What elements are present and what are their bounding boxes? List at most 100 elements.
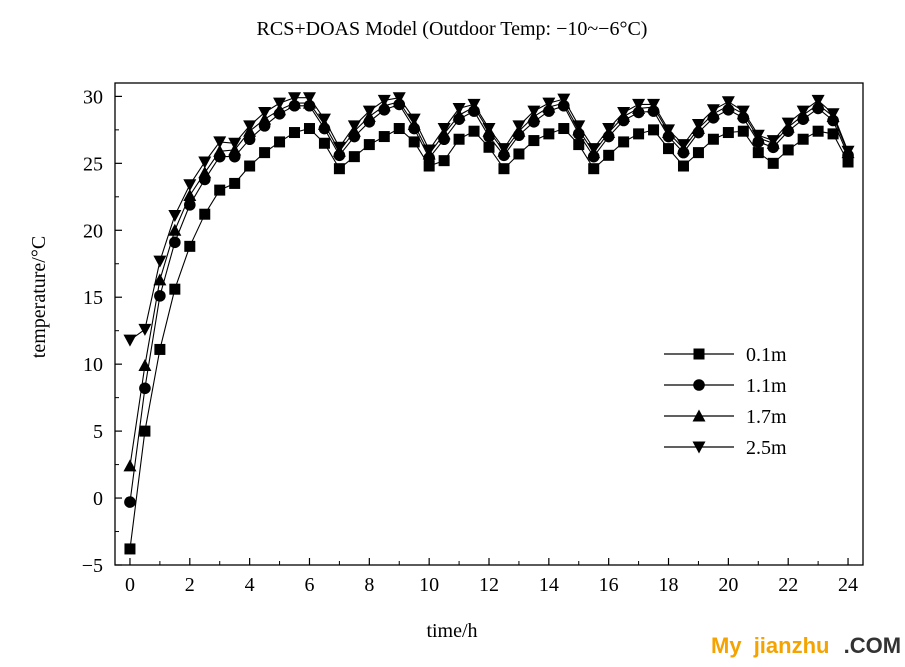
data-point: [691, 119, 705, 132]
data-point: [498, 163, 510, 175]
data-point: [467, 98, 481, 111]
series-layer: [123, 92, 855, 555]
data-point: [452, 102, 466, 115]
data-point: [648, 124, 660, 136]
x-tick-label: 24: [838, 574, 858, 596]
legend-item: 2.5m: [664, 437, 787, 459]
y-tick-label: 25: [83, 153, 103, 175]
series-line: [129, 103, 849, 503]
legend-marker: [692, 409, 706, 422]
data-point: [198, 166, 212, 179]
data-point: [169, 283, 181, 295]
data-point: [423, 160, 435, 172]
data-point: [841, 145, 855, 158]
data-point: [603, 149, 615, 161]
x-axis-label: time/h: [426, 620, 477, 642]
y-tick-label: 20: [83, 220, 103, 242]
data-point: [617, 106, 631, 119]
x-tick-label: 18: [659, 574, 679, 596]
data-point: [363, 139, 375, 151]
data-point: [721, 96, 735, 109]
data-point: [362, 105, 376, 118]
legend-label: 0.1m: [746, 344, 787, 366]
data-point: [588, 163, 600, 175]
data-point: [453, 133, 465, 145]
data-point: [796, 105, 810, 118]
watermark-my: My: [711, 633, 742, 658]
data-point: [677, 160, 689, 172]
x-tick-label: 4: [245, 574, 255, 596]
data-point: [842, 156, 854, 168]
plot-frame: [114, 82, 864, 566]
data-point: [274, 136, 286, 148]
data-point: [213, 136, 227, 149]
data-point: [543, 128, 555, 140]
data-point: [811, 94, 825, 107]
data-point: [183, 179, 197, 192]
data-point: [259, 147, 271, 159]
data-point: [797, 133, 809, 145]
data-point: [766, 135, 780, 148]
data-point: [198, 156, 212, 169]
y-tick-label: 30: [83, 86, 103, 108]
legend-marker: [693, 348, 705, 360]
data-point: [377, 94, 391, 107]
y-tick-label: 5: [93, 421, 103, 443]
data-point: [407, 113, 421, 126]
data-point: [168, 223, 182, 236]
data-point: [737, 125, 749, 137]
watermark: My jianzhu .COM: [711, 633, 901, 658]
x-tick-label: 12: [479, 574, 499, 596]
x-tick-label: 20: [718, 574, 738, 596]
data-point: [289, 127, 301, 139]
legend-item: 1.1m: [664, 375, 787, 397]
data-point: [573, 139, 585, 151]
data-point: [827, 128, 839, 140]
series-0-1m: [124, 123, 854, 555]
legend-marker: [692, 441, 706, 454]
data-point: [587, 143, 601, 156]
data-point: [124, 496, 136, 508]
data-point: [273, 97, 287, 110]
legend-item: 0.1m: [664, 344, 787, 366]
data-point: [512, 120, 526, 133]
data-point: [706, 104, 720, 117]
y-tick-label: −5: [82, 555, 103, 577]
data-point: [333, 163, 345, 175]
legend-label: 2.5m: [746, 437, 787, 459]
x-tick-label: 14: [539, 574, 559, 596]
data-point: [229, 177, 241, 189]
x-tick-label: 6: [304, 574, 314, 596]
data-point: [199, 208, 211, 220]
x-axis: 0 2 4 6 8 10 12 14 16 18 20 22 24: [125, 558, 858, 596]
data-point: [437, 123, 451, 136]
data-point: [602, 123, 616, 136]
data-point: [408, 136, 420, 148]
data-point: [736, 105, 750, 118]
x-tick-label: 2: [185, 574, 195, 596]
data-point: [752, 147, 764, 159]
data-point: [317, 113, 331, 126]
data-point: [124, 543, 136, 555]
legend-item: 1.7m: [664, 406, 787, 428]
data-point: [542, 97, 556, 110]
data-point: [422, 144, 436, 157]
legend-label: 1.7m: [746, 406, 787, 428]
data-point: [378, 131, 390, 143]
data-point: [557, 93, 571, 106]
data-point: [243, 120, 257, 133]
series-line: [129, 127, 849, 549]
x-tick-label: 10: [419, 574, 439, 596]
data-point: [392, 92, 406, 105]
data-point: [722, 127, 734, 139]
data-point: [123, 334, 137, 347]
data-point: [393, 123, 405, 135]
y-axis: −5 0 5 10 15 20 25 30: [82, 86, 122, 577]
data-point: [647, 98, 661, 111]
data-point: [123, 459, 137, 472]
data-point: [558, 123, 570, 135]
data-point: [707, 133, 719, 145]
data-point: [213, 144, 227, 157]
data-point: [348, 151, 360, 163]
watermark-site: jianzhu: [753, 633, 830, 658]
